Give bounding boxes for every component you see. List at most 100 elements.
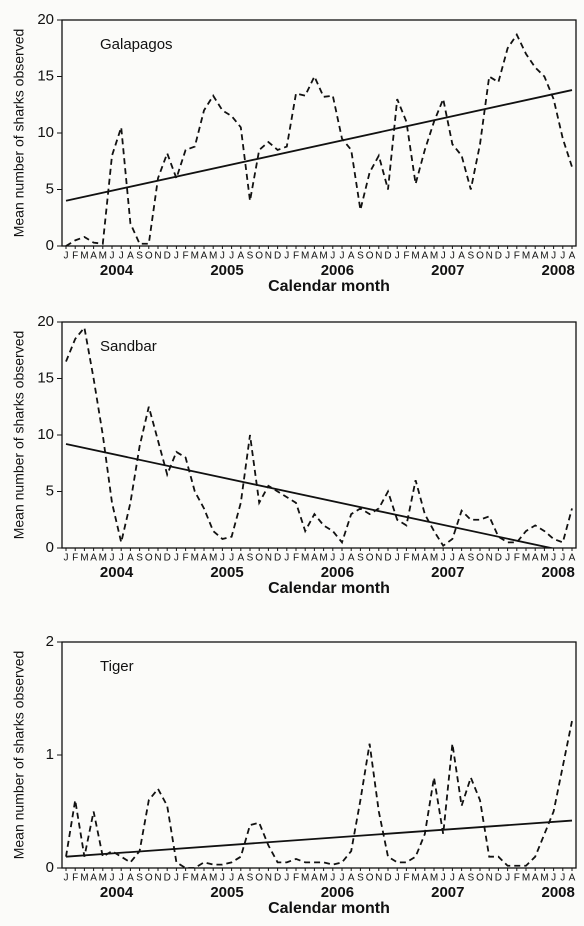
y-tick-label: 0: [46, 859, 54, 876]
x-tick-label: S: [136, 873, 143, 884]
x-tick-label: S: [467, 873, 474, 884]
x-tick-label: F: [72, 873, 78, 884]
x-tick-label: M: [411, 873, 419, 884]
x-tick-label: J: [441, 873, 446, 884]
x-tick-label: N: [154, 873, 161, 884]
y-axis-label: Mean number of sharks observed: [11, 651, 27, 860]
x-tick-label: O: [476, 553, 484, 564]
y-tick-label: 20: [37, 313, 54, 330]
x-tick-label: J: [505, 873, 510, 884]
x-tick-label: J: [560, 873, 565, 884]
x-tick-label: M: [411, 553, 419, 564]
x-tick-label: J: [340, 251, 345, 262]
x-tick-label: M: [319, 873, 327, 884]
x-tick-label: F: [403, 553, 409, 564]
year-label: 2005: [210, 262, 243, 279]
x-tick-label: J: [450, 251, 455, 262]
x-tick-label: N: [375, 553, 382, 564]
x-tick-label: J: [229, 553, 234, 564]
x-tick-label: A: [237, 873, 244, 884]
x-tick-label: O: [476, 251, 484, 262]
x-tick-label: S: [357, 251, 364, 262]
x-tick-label: D: [274, 553, 281, 564]
plot-area: [65, 720, 573, 868]
x-tick-label: J: [560, 553, 565, 564]
x-tick-label: F: [403, 251, 409, 262]
x-tick-label: A: [90, 251, 97, 262]
x-tick-label: S: [357, 553, 364, 564]
x-tick-label: D: [274, 873, 281, 884]
x-tick-label: A: [90, 553, 97, 564]
x-tick-label: D: [164, 873, 171, 884]
x-tick-label: N: [486, 251, 493, 262]
year-label: 2008: [542, 262, 575, 279]
plot-frame: [61, 641, 577, 869]
x-tick-label: A: [458, 873, 465, 884]
year-label: 2008: [542, 564, 575, 581]
x-tick-label: A: [311, 553, 318, 564]
x-tick-label: N: [486, 873, 493, 884]
x-tick-label: F: [403, 873, 409, 884]
x-tick-label: J: [220, 873, 225, 884]
year-label: 2006: [321, 564, 354, 581]
x-tick-label: S: [247, 553, 254, 564]
x-tick-label: N: [265, 251, 272, 262]
year-label: 2007: [431, 262, 464, 279]
x-tick-label: A: [201, 873, 208, 884]
x-tick-label: M: [191, 873, 199, 884]
x-tick-label: J: [110, 873, 115, 884]
x-tick-label: A: [532, 251, 539, 262]
x-tick-label: O: [255, 553, 263, 564]
x-tick-label: S: [467, 553, 474, 564]
x-tick-label: S: [247, 873, 254, 884]
x-tick-label: F: [72, 553, 78, 564]
trend-line: [65, 89, 573, 202]
x-tick-label: A: [569, 251, 576, 262]
x-tick-label: J: [340, 553, 345, 564]
x-tick-label: F: [514, 873, 520, 884]
x-tick-label: O: [145, 873, 153, 884]
x-tick-label: A: [532, 873, 539, 884]
x-tick-label: J: [441, 553, 446, 564]
x-tick-label: J: [119, 553, 124, 564]
y-axis-label: Mean number of sharks observed: [11, 331, 27, 540]
x-tick-label: J: [330, 251, 335, 262]
x-tick-label: A: [348, 553, 355, 564]
x-tick-label: A: [458, 553, 465, 564]
trend-line: [65, 443, 556, 548]
x-tick-label: O: [145, 553, 153, 564]
x-tick-label: N: [375, 873, 382, 884]
y-tick-label: 15: [37, 369, 54, 386]
x-tick-label: M: [191, 553, 199, 564]
x-tick-label: A: [127, 553, 134, 564]
x-tick-label: J: [505, 251, 510, 262]
x-tick-label: S: [247, 251, 254, 262]
x-tick-label: A: [127, 251, 134, 262]
x-tick-label: J: [505, 553, 510, 564]
x-tick-label: D: [274, 251, 281, 262]
x-tick-label: J: [64, 251, 69, 262]
x-tick-label: M: [209, 251, 217, 262]
x-tick-label: J: [450, 873, 455, 884]
y-tick-label: 15: [37, 67, 54, 84]
x-tick-label: J: [284, 553, 289, 564]
x-tick-label: J: [110, 251, 115, 262]
x-tick-label: N: [154, 251, 161, 262]
x-tick-label: J: [174, 873, 179, 884]
x-tick-label: D: [164, 553, 171, 564]
x-tick-label: M: [99, 251, 107, 262]
year-label: 2008: [542, 884, 575, 901]
x-tick-label: M: [301, 553, 309, 564]
x-tick-label: J: [450, 553, 455, 564]
panel-title: Galapagos: [100, 36, 173, 53]
x-tick-label: J: [340, 873, 345, 884]
x-tick-label: O: [366, 251, 374, 262]
x-tick-label: D: [384, 251, 391, 262]
x-tick-label: O: [476, 873, 484, 884]
x-tick-label: N: [265, 873, 272, 884]
x-tick-label: F: [72, 251, 78, 262]
x-tick-label: S: [357, 873, 364, 884]
x-tick-label: M: [301, 873, 309, 884]
